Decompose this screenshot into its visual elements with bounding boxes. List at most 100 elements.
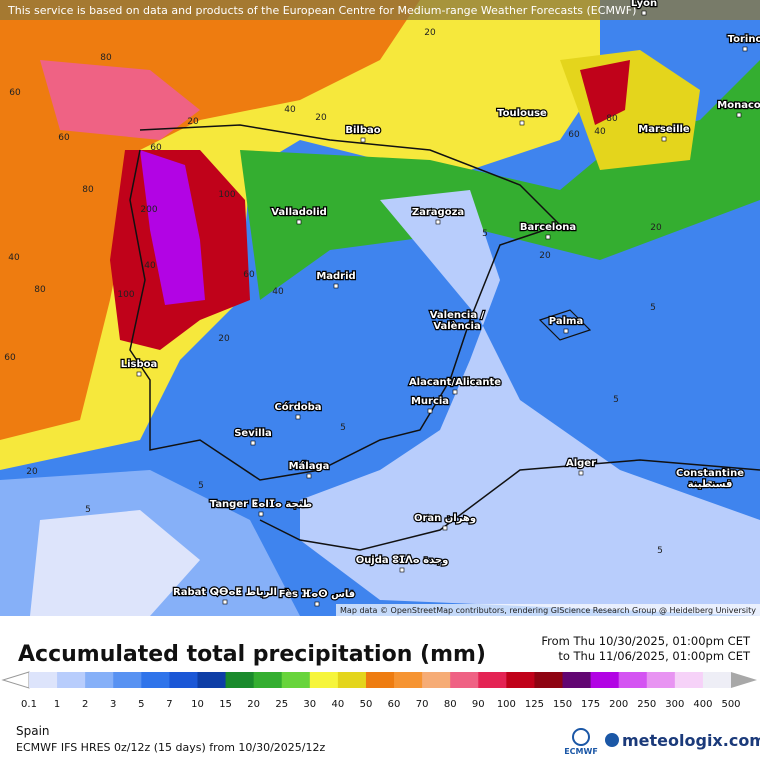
city-marker [435,219,441,225]
legend-swatch [450,672,479,688]
legend-label: 40 [332,699,345,710]
city-label: Monaco [717,100,760,111]
legend-swatch [365,672,395,688]
city-label: Marseille [638,124,690,135]
banner-bg [0,0,760,20]
attribution: Map data © OpenStreetMap contributors, r… [340,606,756,615]
city-label: Valladolid [271,207,327,218]
contour-label: 20 [315,113,327,123]
field-purple [140,150,205,305]
legend-from: From Thu 10/30/2025, 01:00pm CET [541,634,751,648]
city-label: Barcelona [520,222,576,233]
meteologix-icon [605,733,619,747]
legend-swatch [309,672,339,688]
island [538,309,592,341]
city-marker [545,234,551,240]
city-marker [427,408,433,414]
city-label: Oujda ⵓⵊⴷⴰ وجدة [356,555,449,566]
ecmwf-icon [572,728,590,746]
city-marker [222,599,228,605]
legend-label: 60 [388,699,401,710]
contour-label: 40 [284,105,296,115]
legend-label: 300 [665,699,684,710]
region: Spain [16,724,50,738]
contour-label: 5 [198,481,204,491]
city-label: Alacant/Alicante [409,377,501,388]
legend-label: 100 [497,699,516,710]
city-label: Madrid [316,271,355,282]
city-marker [296,219,302,225]
legend-label: 50 [360,699,373,710]
city-marker [333,283,339,289]
city-marker [399,567,405,573]
legend-swatch [702,672,732,688]
legend-label: 5 [138,699,144,710]
legend-label: 125 [525,699,544,710]
contour-label: 80 [34,285,46,295]
ecmwf-logo: ECMWF [564,747,598,756]
legend-label: 400 [693,699,712,710]
coastline [259,459,760,551]
legend-swatch [281,672,311,688]
legend-label: 2 [82,699,88,710]
legend-label: 500 [721,699,740,710]
city-label: Lisboa [121,359,158,370]
city-label: Tanger ⵟⴰⵏⵊⴰ طنجة [210,499,312,510]
contour-label: 5 [482,229,488,239]
city-label: Zaragoza [412,207,464,218]
field-pale [30,510,200,616]
legend-swatch [225,672,255,688]
legend-swatch [394,672,423,688]
contour-label: 5 [613,395,619,405]
legend-swatch [534,672,564,688]
legend-swatch [113,672,142,688]
legend-swatch [29,672,58,688]
city-label: Constantine [676,468,744,479]
city-marker [578,470,584,476]
legend-label: 175 [581,699,600,710]
legend-label: 70 [416,699,429,710]
city-marker [442,525,448,531]
contour-label: 20 [650,223,662,233]
contour-label: 5 [340,423,346,433]
city-marker [454,322,460,328]
field-green [240,60,760,300]
coastline [129,124,562,481]
contour-label: 80 [606,114,618,124]
legend-title: Accumulated total precipitation (mm) [18,642,486,667]
city-marker [742,46,748,52]
legend-swatch [506,672,535,688]
contour-label: 5 [657,546,663,556]
city-label: Fès ⴼⴰⵙ فاس [279,588,355,600]
legend-label: 0.1 [21,699,37,710]
contour-label: 20 [218,334,230,344]
legend-swatch [253,672,283,688]
legend-label: 90 [472,699,485,710]
city-label: València [433,320,480,332]
legend-swatch [337,672,367,688]
contour-label: 60 [58,133,70,143]
city-label: Lyon [631,0,657,9]
legend-label: 80 [444,699,457,710]
contour-label: 100 [218,190,235,200]
legend-swatch [197,672,227,688]
contour-label: 40 [594,127,606,137]
legend-swatch [674,672,704,688]
legend-over [731,672,757,688]
legend-label: 15 [219,699,232,710]
legend-label: 200 [609,699,628,710]
meteologix-logo[interactable]: meteologix.com [622,731,760,750]
attribution-bg [336,604,760,616]
legend-label: 1 [54,699,60,710]
city-marker [314,601,320,607]
banner: This service is based on data and produc… [7,4,636,17]
field-red-east [580,60,630,125]
city-label: Oran وهران [414,513,476,524]
field-light [300,190,760,616]
city-label: Valencia / [430,310,485,321]
city-marker [295,414,301,420]
city-label: Palma [549,316,583,327]
legend-label: 250 [637,699,656,710]
legend-swatch [169,672,198,688]
legend-label: 10 [191,699,204,710]
